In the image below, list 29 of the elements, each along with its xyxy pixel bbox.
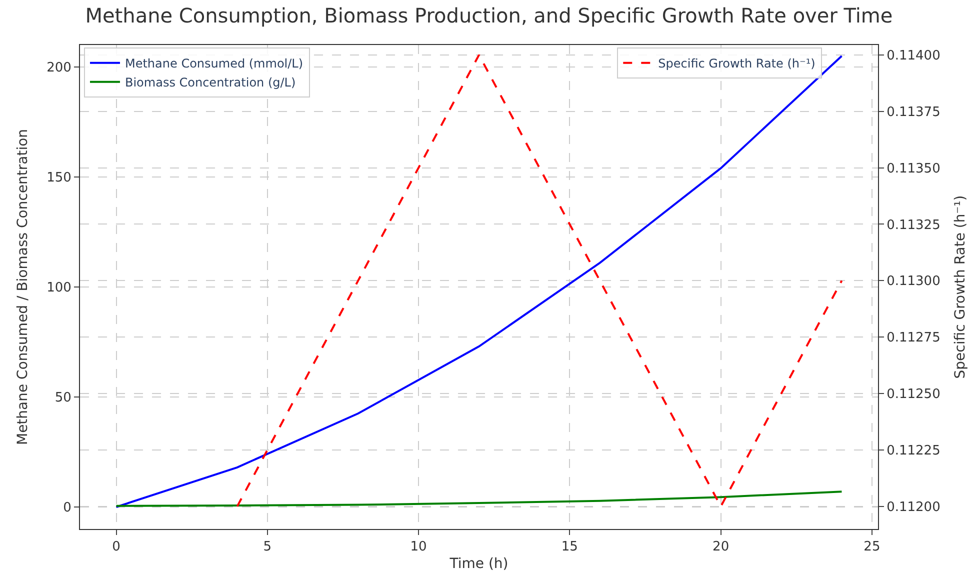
legend-label: Specific Growth Rate (h⁻¹): [658, 56, 816, 71]
legend-label: Biomass Concentration (g/L): [124, 76, 296, 90]
legend-label: Methane Consumed (mmol/L): [124, 56, 304, 71]
x-tick-label: 20: [712, 540, 730, 555]
y-axis-title: Methane Consumed / Biomass Concentration: [15, 128, 32, 446]
y2-tick-label: 0.11200: [886, 500, 940, 515]
y-tick-label: 150: [46, 170, 72, 186]
y-tick-label: 0: [63, 500, 72, 516]
chart-title: Methane Consumption, Biomass Production, and Specific Growth Rate over Time: [85, 4, 893, 28]
y2-tick-label: 0.11400: [886, 48, 940, 64]
x-tick-label: 10: [410, 540, 427, 555]
x-axis-title: Time (h): [448, 556, 508, 572]
x-tick-label: 0: [112, 540, 120, 555]
line-series: [115, 55, 843, 508]
y2-tick-label: 0.11300: [886, 274, 940, 290]
y-tick-label: 50: [54, 390, 72, 406]
line-series: [115, 490, 843, 507]
y2-tick-label: 0.11275: [886, 330, 940, 346]
y2-tick-label: 0.11225: [886, 444, 940, 459]
y-tick-label: 100: [46, 280, 72, 296]
y2-tick-label: 0.11250: [886, 387, 940, 402]
y2-tick-label: 0.11350: [886, 161, 940, 176]
y-tick-label: 200: [46, 60, 72, 76]
y2-axis-title: Specific Growth Rate (h⁻¹): [952, 195, 969, 379]
y2-tick-label: 0.11325: [886, 218, 940, 233]
x-tick-label: 5: [263, 540, 272, 555]
x-tick-label: 25: [864, 540, 880, 555]
y2-tick-label: 0.11375: [886, 104, 940, 120]
x-tick-label: 15: [561, 540, 578, 555]
